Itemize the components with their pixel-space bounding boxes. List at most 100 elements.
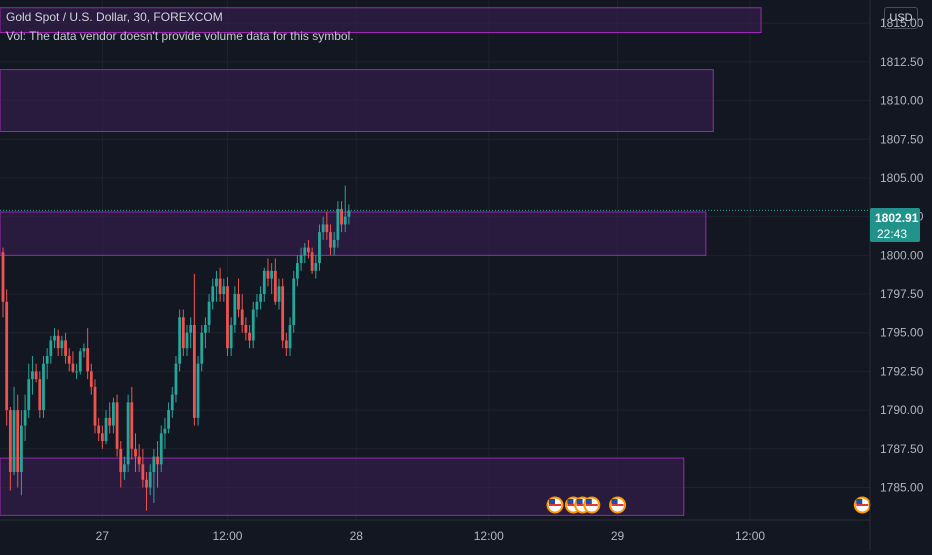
candle-up [170,394,174,411]
candle-up [148,472,152,488]
candle-down [284,340,288,349]
candle-up [303,247,307,256]
candle-down [192,325,196,418]
currency-button[interactable]: USD [884,7,918,29]
price-zone [0,7,762,33]
candle-up [152,456,156,473]
candle-up [178,317,182,364]
candle-down [145,479,148,488]
candle-up [104,417,108,442]
candle-down [119,448,123,473]
price-tick-label: 1785.00 [880,481,924,495]
flag-canton [567,499,574,504]
candle-down [34,371,38,380]
candle-down [86,348,90,372]
candle-up [229,325,233,349]
candle-up [78,351,82,372]
price-zone [0,457,685,516]
price-tick-label: 1810.00 [880,94,924,108]
candle-down [244,325,248,333]
candle-down [156,456,159,465]
candle-down [266,270,270,279]
candle-down [307,247,310,253]
price-tick-label: 1815.00 [880,16,924,30]
candle-down [218,278,222,295]
candle-up [262,270,266,295]
flag-stripe [576,504,589,506]
candle-up [159,433,163,465]
candle-up [167,410,170,429]
candle-up [332,239,336,248]
candle-up [200,332,204,364]
price-tick-label: 1787.50 [880,442,924,456]
candle-down [64,340,67,356]
candle-down [340,208,343,225]
volume-notice: Vol: The data vendor doesn't provide vol… [6,29,354,43]
price-zone [0,69,714,133]
candle-down [8,410,12,473]
candle-down [16,410,20,473]
price-zone [0,211,707,256]
time-tick-label: 27 [96,529,110,543]
flag-canton [549,499,555,504]
candle-up [20,425,23,473]
candle-down [273,270,277,302]
candle-up [343,216,347,225]
price-tick-label: 1807.50 [880,132,924,146]
price-tick-label: 1790.00 [880,403,924,417]
candle-up [49,340,53,356]
candle-down [5,301,9,411]
candle-up [123,464,126,473]
price-tick-label: 1812.50 [880,55,924,69]
candle-down [100,433,104,442]
candle-down [281,286,285,341]
candle-down [310,252,314,271]
candle-up [185,332,189,349]
candle-down [237,294,240,310]
candle-up [42,363,45,411]
candle-down [141,464,145,480]
candle-up [222,286,226,295]
candle-up [336,208,340,240]
candle-up [277,286,281,302]
candle-up [23,410,27,426]
price-tick-label: 1795.00 [880,326,924,340]
candle-up [314,263,318,271]
candle-up [251,309,255,341]
last-price-tag: 1802.91 22:43 [870,208,920,242]
candle-up [189,325,193,333]
candle-up [163,428,167,434]
candle-up [207,301,211,325]
candle-down [108,417,112,426]
candle-up [174,363,178,395]
candle-up [215,278,218,287]
candle-up [60,340,64,349]
candle-down [93,386,97,426]
candle-down [240,309,244,325]
candle-up [233,294,237,325]
candle-down [67,355,71,364]
last-price-value: 1802.91 [875,211,919,225]
economic-event-markers[interactable] [546,496,871,514]
candle-up [196,363,200,418]
candle-up [53,335,56,341]
candle-down [1,252,5,302]
candle-down [89,371,93,387]
candle-down [181,317,185,349]
symbol-title: Gold Spot / U.S. Dollar, 30, FOREXCOM [6,10,223,24]
candle-up [259,294,262,302]
time-tick-label: 12:00 [212,529,242,543]
time-tick-label: 29 [611,529,625,543]
candle-up [27,379,31,411]
candlesticks [1,185,351,511]
flag-stripe [549,504,561,506]
candle-up [270,270,274,279]
candle-down [134,448,137,457]
candle-down [329,232,332,248]
candle-up [299,255,303,264]
price-tick-label: 1797.50 [880,287,924,301]
candle-down [115,402,119,449]
